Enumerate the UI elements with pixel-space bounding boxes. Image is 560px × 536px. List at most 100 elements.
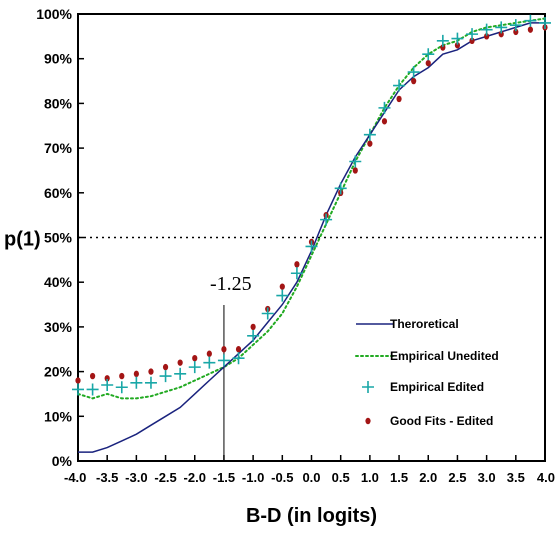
good-fits-point <box>75 377 81 384</box>
good-fits-point <box>221 346 227 353</box>
empirical-edited-point <box>188 361 201 374</box>
y-tick-label: 10% <box>44 408 73 424</box>
empirical-edited-point <box>524 14 537 27</box>
y-tick-label: 0% <box>52 453 73 469</box>
empirical-edited-point <box>349 155 362 168</box>
good-fits-point <box>206 350 212 357</box>
empirical-edited-point <box>101 379 114 392</box>
y-tick-label: 30% <box>44 319 73 335</box>
series-empirical-unedited-line <box>77 17 546 400</box>
x-tick-label: 2.0 <box>419 470 437 485</box>
x-tick-label: 1.5 <box>390 470 408 485</box>
good-fits-point <box>104 375 110 382</box>
y-tick-label: 100% <box>36 6 72 22</box>
empirical-edited-point <box>539 16 551 29</box>
empirical-edited-point <box>509 19 522 32</box>
x-tick-label: -2.5 <box>154 470 176 485</box>
empirical-edited-point <box>407 66 420 79</box>
y-tick-label: 40% <box>44 274 73 290</box>
empirical-edited-point <box>334 182 347 195</box>
empirical-edited-point <box>436 34 449 47</box>
empirical-edited-point <box>130 376 143 389</box>
empirical-edited-point <box>422 48 435 61</box>
good-fits-point <box>89 372 96 380</box>
x-tick-label: 3.5 <box>507 470 525 485</box>
empirical-edited-point <box>217 354 230 367</box>
good-fits-point <box>235 346 242 353</box>
empirical-edited-point <box>276 289 289 302</box>
empirical-edited-point <box>203 356 216 369</box>
x-tick-label: 0.5 <box>332 470 350 485</box>
good-fits-point <box>411 77 417 85</box>
good-fits-point <box>454 42 461 49</box>
good-fits-point <box>484 33 490 40</box>
good-fits-point <box>192 354 198 362</box>
legend-label: Empirical Unedited <box>390 349 499 363</box>
axis-ticks: 0% 10% 20% 30% 40% 50% 60% 70% 80% 90% 100% -4.0 -3.… <box>36 6 555 485</box>
good-fits-point <box>279 283 285 290</box>
empirical-edited-point <box>174 367 187 380</box>
x-tick-label: 4.0 <box>537 470 555 485</box>
x-tick-label: -2.0 <box>184 470 206 485</box>
x-tick-label: -3.5 <box>96 470 118 485</box>
y-tick-label: 80% <box>44 95 73 111</box>
y-tick-label: 70% <box>44 140 73 156</box>
x-tick-label: 1.0 <box>361 470 379 485</box>
good-fits-point <box>148 368 154 375</box>
x-tick-label: 3.0 <box>478 470 496 485</box>
good-fits-point <box>162 363 169 371</box>
good-fits-point <box>250 323 256 331</box>
empirical-edited-point <box>320 213 333 226</box>
good-fits-point <box>119 372 125 380</box>
x-tick-label: 0.0 <box>302 470 320 485</box>
empirical-edited-point <box>72 383 84 396</box>
x-axis-label: B-D (in logits) <box>246 505 377 527</box>
legend-label: Good Fits - Edited <box>390 414 493 428</box>
y-tick-label: 50% <box>44 230 73 246</box>
x-tick-label: -1.0 <box>242 470 264 485</box>
empirical-edited-point <box>451 32 464 45</box>
legend-label: Theroretical <box>390 317 459 331</box>
good-fits-point <box>367 140 373 147</box>
empirical-edited-point <box>495 21 508 34</box>
y-axis-label: p(1) <box>4 229 41 251</box>
empirical-edited-point <box>305 240 318 253</box>
empirical-edited-point <box>86 383 99 396</box>
legend-empirical-edited-swatch <box>362 381 374 393</box>
legend: Theroretical Empirical Unedited Empirical … <box>355 317 499 428</box>
annotation-label: -1.25 <box>210 273 252 295</box>
empirical-edited-point <box>466 28 479 41</box>
y-tick-label: 90% <box>44 51 73 67</box>
good-fits-point <box>133 370 139 378</box>
chart-marks <box>72 14 551 453</box>
empirical-edited-point <box>480 23 493 36</box>
y-tick-label: 60% <box>44 185 73 201</box>
good-fits-point <box>469 37 475 45</box>
x-tick-label: -0.5 <box>271 470 293 485</box>
legend-label: Empirical Edited <box>390 380 484 394</box>
x-tick-label: -3.0 <box>125 470 147 485</box>
empirical-edited-point <box>393 79 406 92</box>
x-tick-label: -4.0 <box>64 470 86 485</box>
empirical-edited-point <box>115 381 128 394</box>
empirical-edited-point <box>290 267 303 280</box>
good-fits-point <box>177 359 183 366</box>
good-fits-point <box>527 26 534 33</box>
empirical-edited-point <box>261 307 274 320</box>
good-fits-point <box>498 30 504 38</box>
empirical-edited-point <box>159 370 172 383</box>
x-tick-label: -1.5 <box>213 470 235 485</box>
legend-good-fits-swatch <box>365 417 371 425</box>
good-fits-point <box>440 44 446 51</box>
empirical-edited-point <box>144 376 157 389</box>
empirical-edited-point <box>363 128 376 141</box>
good-fits-point <box>513 28 519 36</box>
empirical-edited-point <box>232 352 245 365</box>
good-fits-point <box>381 118 388 125</box>
y-tick-label: 20% <box>44 364 73 380</box>
good-fits-point <box>294 261 300 268</box>
x-tick-label: 2.5 <box>448 470 466 485</box>
empirical-edited-point <box>378 101 391 114</box>
good-fits-point <box>352 167 358 174</box>
